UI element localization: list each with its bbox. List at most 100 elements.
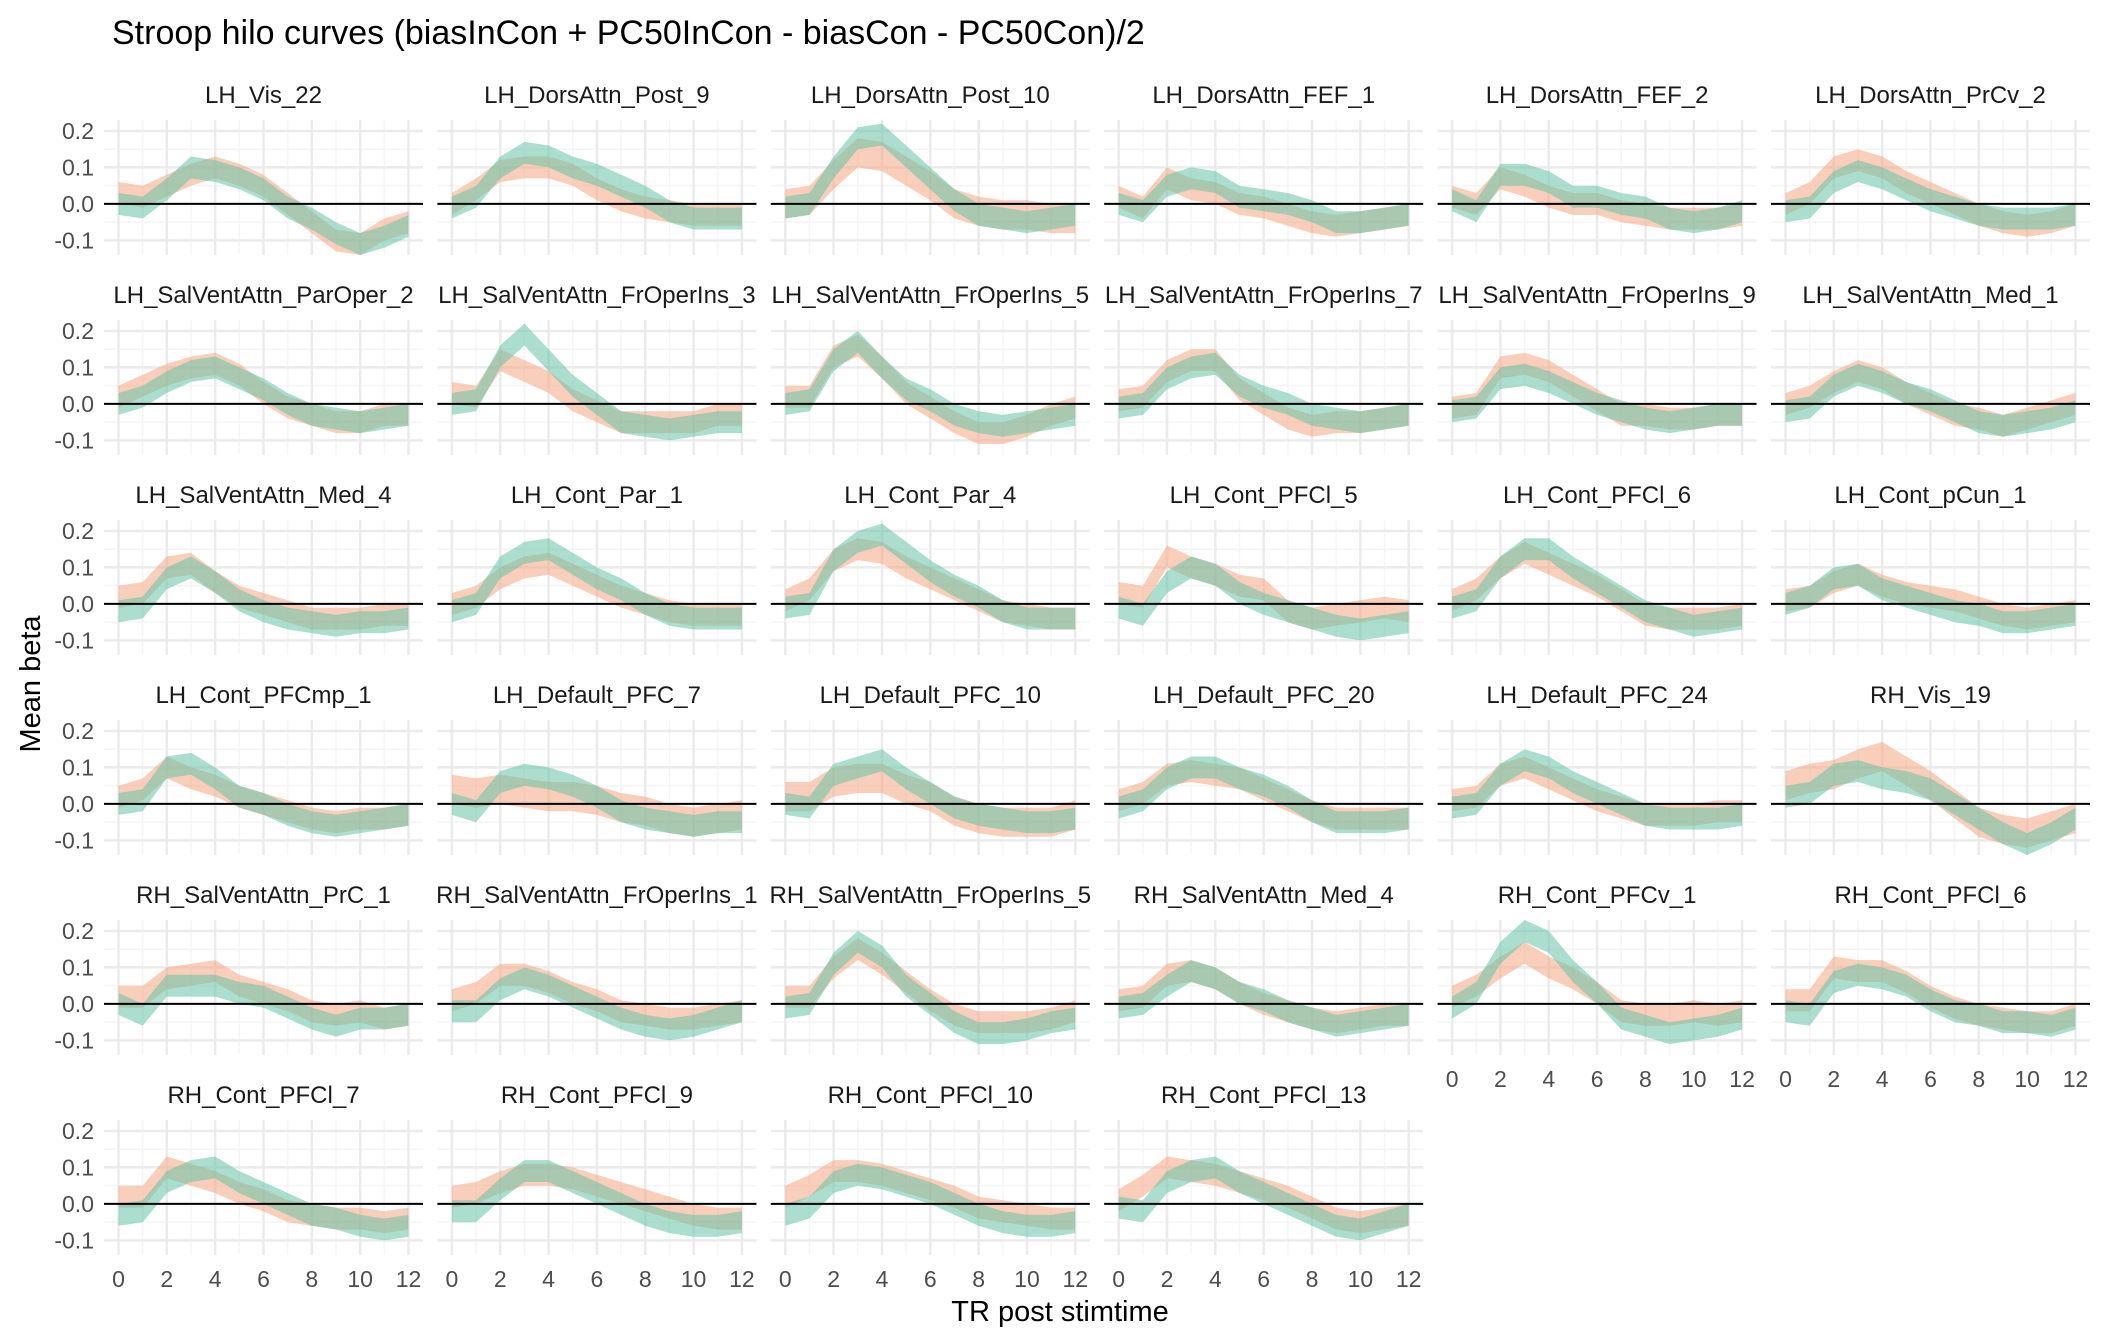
facet-panel: LH_Cont_Par_4 (770, 482, 1090, 655)
facet-panel: RH_Cont_PFCl_6 0 2 4 6 8 10 12 (1771, 882, 2090, 1092)
y-tick-label: 0.1 (62, 754, 94, 780)
facet-panel: RH_SalVentAttn_PrC_1 -0.1 0.0 0.1 0.2 (54, 882, 423, 1055)
facet-panel: LH_Cont_PFCmp_1 -0.1 0.0 0.1 0.2 (54, 682, 423, 855)
y-tick-label: 0.1 (62, 954, 94, 980)
series-ribbon (1118, 960, 1409, 1037)
y-tick-label: 0.1 (62, 554, 94, 580)
y-tick-label: 0.2 (62, 318, 94, 344)
y-tick-label: 0.0 (62, 1191, 94, 1217)
facet-panel: LH_SalVentAttn_ParOper_2 -0.1 0.0 0.1 0.2 (54, 282, 423, 455)
facet-panel: RH_SalVentAttn_Med_4 (1104, 882, 1424, 1055)
facet-panel: LH_Vis_22 -0.1 0.0 0.1 0.2 (54, 82, 423, 255)
x-tick-label: 10 (1348, 1266, 1374, 1292)
facet-label: RH_SalVentAttn_FrOperIns_5 (770, 882, 1092, 909)
y-tick-label: -0.1 (54, 1227, 94, 1253)
facet-label: RH_Cont_PFCl_6 (1834, 882, 2026, 909)
x-tick-label: 6 (1924, 1066, 1937, 1092)
facet-panel: RH_SalVentAttn_FrOperIns_1 (436, 882, 758, 1055)
facet-label: RH_Cont_PFCl_7 (167, 1082, 359, 1109)
series-ribbon (118, 356, 409, 434)
facet-label: LH_SalVentAttn_Med_4 (135, 482, 391, 509)
series-ribbon (451, 141, 742, 230)
x-axis-label: TR post stimtime (951, 1296, 1169, 1328)
series-ribbon (1785, 963, 2076, 1037)
facet-panel: RH_Cont_PFCv_1 0 2 4 6 8 10 12 (1437, 882, 1757, 1092)
facet-panel: RH_Cont_PFCl_13 0 2 4 6 8 10 12 (1104, 1082, 1424, 1292)
y-tick-label: 0.0 (62, 591, 94, 617)
series-ribbon (451, 323, 742, 441)
series-ribbon (118, 156, 409, 255)
x-tick-label: 4 (1876, 1066, 1889, 1092)
x-tick-label: 10 (1014, 1266, 1040, 1292)
y-tick-label: 0.2 (62, 918, 94, 944)
y-tick-label: 0.1 (62, 1154, 94, 1180)
series-ribbon (1452, 920, 1743, 1045)
x-tick-label: 10 (1681, 1066, 1707, 1092)
facet-panel: LH_Default_PFC_10 (770, 682, 1090, 855)
facet-label: LH_Vis_22 (205, 82, 322, 109)
x-tick-label: 4 (1209, 1266, 1222, 1292)
facet-panel: LH_Default_PFC_24 (1437, 682, 1757, 855)
x-tick-label: 12 (729, 1266, 755, 1292)
x-tick-label: 2 (1494, 1066, 1507, 1092)
series-ribbon (1785, 760, 2076, 855)
x-tick-label: 8 (1639, 1066, 1652, 1092)
y-tick-label: 0.2 (62, 718, 94, 744)
facet-panel: LH_Default_PFC_7 (437, 682, 757, 855)
series-ribbon (1118, 167, 1409, 234)
facet-panel: LH_Cont_Par_1 (437, 482, 757, 655)
facet-label: RH_Cont_PFCl_13 (1161, 1082, 1366, 1109)
facet-label: LH_DorsAttn_FEF_1 (1152, 82, 1375, 109)
series-ribbon (785, 930, 1076, 1045)
x-tick-label: 6 (1591, 1066, 1604, 1092)
x-tick-label: 10 (347, 1266, 373, 1292)
y-tick-label: 0.0 (62, 791, 94, 817)
facet-label: RH_Cont_PFCl_10 (828, 1082, 1033, 1109)
y-tick-label: -0.1 (54, 627, 94, 653)
facet-label: LH_Cont_PFCl_6 (1503, 482, 1691, 509)
facet-label: LH_Cont_PFCmp_1 (155, 682, 371, 709)
facet-panel: LH_SalVentAttn_FrOperIns_7 (1104, 282, 1424, 455)
series-ribbon (785, 1163, 1076, 1237)
y-tick-label: 0.0 (62, 191, 94, 217)
y-tick-label: 0.2 (62, 118, 94, 144)
facet-panel: LH_SalVentAttn_Med_4 -0.1 0.0 0.1 0.2 (54, 482, 423, 655)
x-tick-label: 0 (446, 1266, 459, 1292)
x-tick-label: 12 (1396, 1266, 1422, 1292)
facet-panel: LH_SalVentAttn_FrOperIns_3 (437, 282, 757, 455)
x-tick-label: 6 (1257, 1266, 1270, 1292)
series-ribbon (451, 1160, 742, 1237)
facet-panel: LH_SalVentAttn_FrOperIns_9 (1437, 282, 1757, 455)
facet-label: LH_Cont_Par_4 (844, 482, 1016, 509)
facet-panel: LH_DorsAttn_FEF_1 (1104, 82, 1424, 255)
x-tick-label: 0 (1446, 1066, 1459, 1092)
x-tick-label: 8 (639, 1266, 652, 1292)
x-tick-label: 4 (1542, 1066, 1555, 1092)
facet-panel: LH_DorsAttn_Post_10 (770, 82, 1090, 255)
facet-panels: LH_Vis_22 -0.1 0.0 0.1 0.2 LH_DorsAttn_Post_9… (54, 82, 2090, 1292)
facet-label: LH_SalVentAttn_FrOperIns_5 (772, 282, 1090, 309)
facet-label: RH_Vis_19 (1870, 682, 1991, 709)
facet-panel: LH_Cont_PFCl_6 (1437, 482, 1757, 655)
x-tick-label: 2 (494, 1266, 507, 1292)
y-tick-label: -0.1 (54, 227, 94, 253)
facet-label: RH_Cont_PFCl_9 (501, 1082, 693, 1109)
facet-panel: LH_SalVentAttn_FrOperIns_5 (770, 282, 1090, 455)
facet-label: LH_DorsAttn_PrCv_2 (1815, 82, 2046, 109)
series-ribbon (118, 556, 409, 637)
facet-panel: RH_Cont_PFCl_7 -0.1 0.0 0.1 0.2 0 2 4 6 8 10 12 (54, 1082, 423, 1292)
series-ribbon (1118, 352, 1409, 434)
x-tick-label: 0 (1779, 1066, 1792, 1092)
series-ribbon (1452, 749, 1743, 830)
facet-label: LH_Default_PFC_24 (1486, 682, 1707, 709)
facet-panel: RH_Vis_19 (1771, 682, 2090, 855)
y-axis-label: Mean beta (15, 615, 47, 753)
facet-label: LH_Cont_PFCl_5 (1170, 482, 1358, 509)
facet-label: LH_Default_PFC_10 (820, 682, 1041, 709)
x-tick-label: 4 (209, 1266, 222, 1292)
series-ribbon (451, 349, 742, 434)
series-ribbon (785, 123, 1076, 234)
series-ribbon (451, 538, 742, 630)
x-tick-label: 2 (160, 1266, 173, 1292)
facet-label: LH_Default_PFC_20 (1153, 682, 1374, 709)
